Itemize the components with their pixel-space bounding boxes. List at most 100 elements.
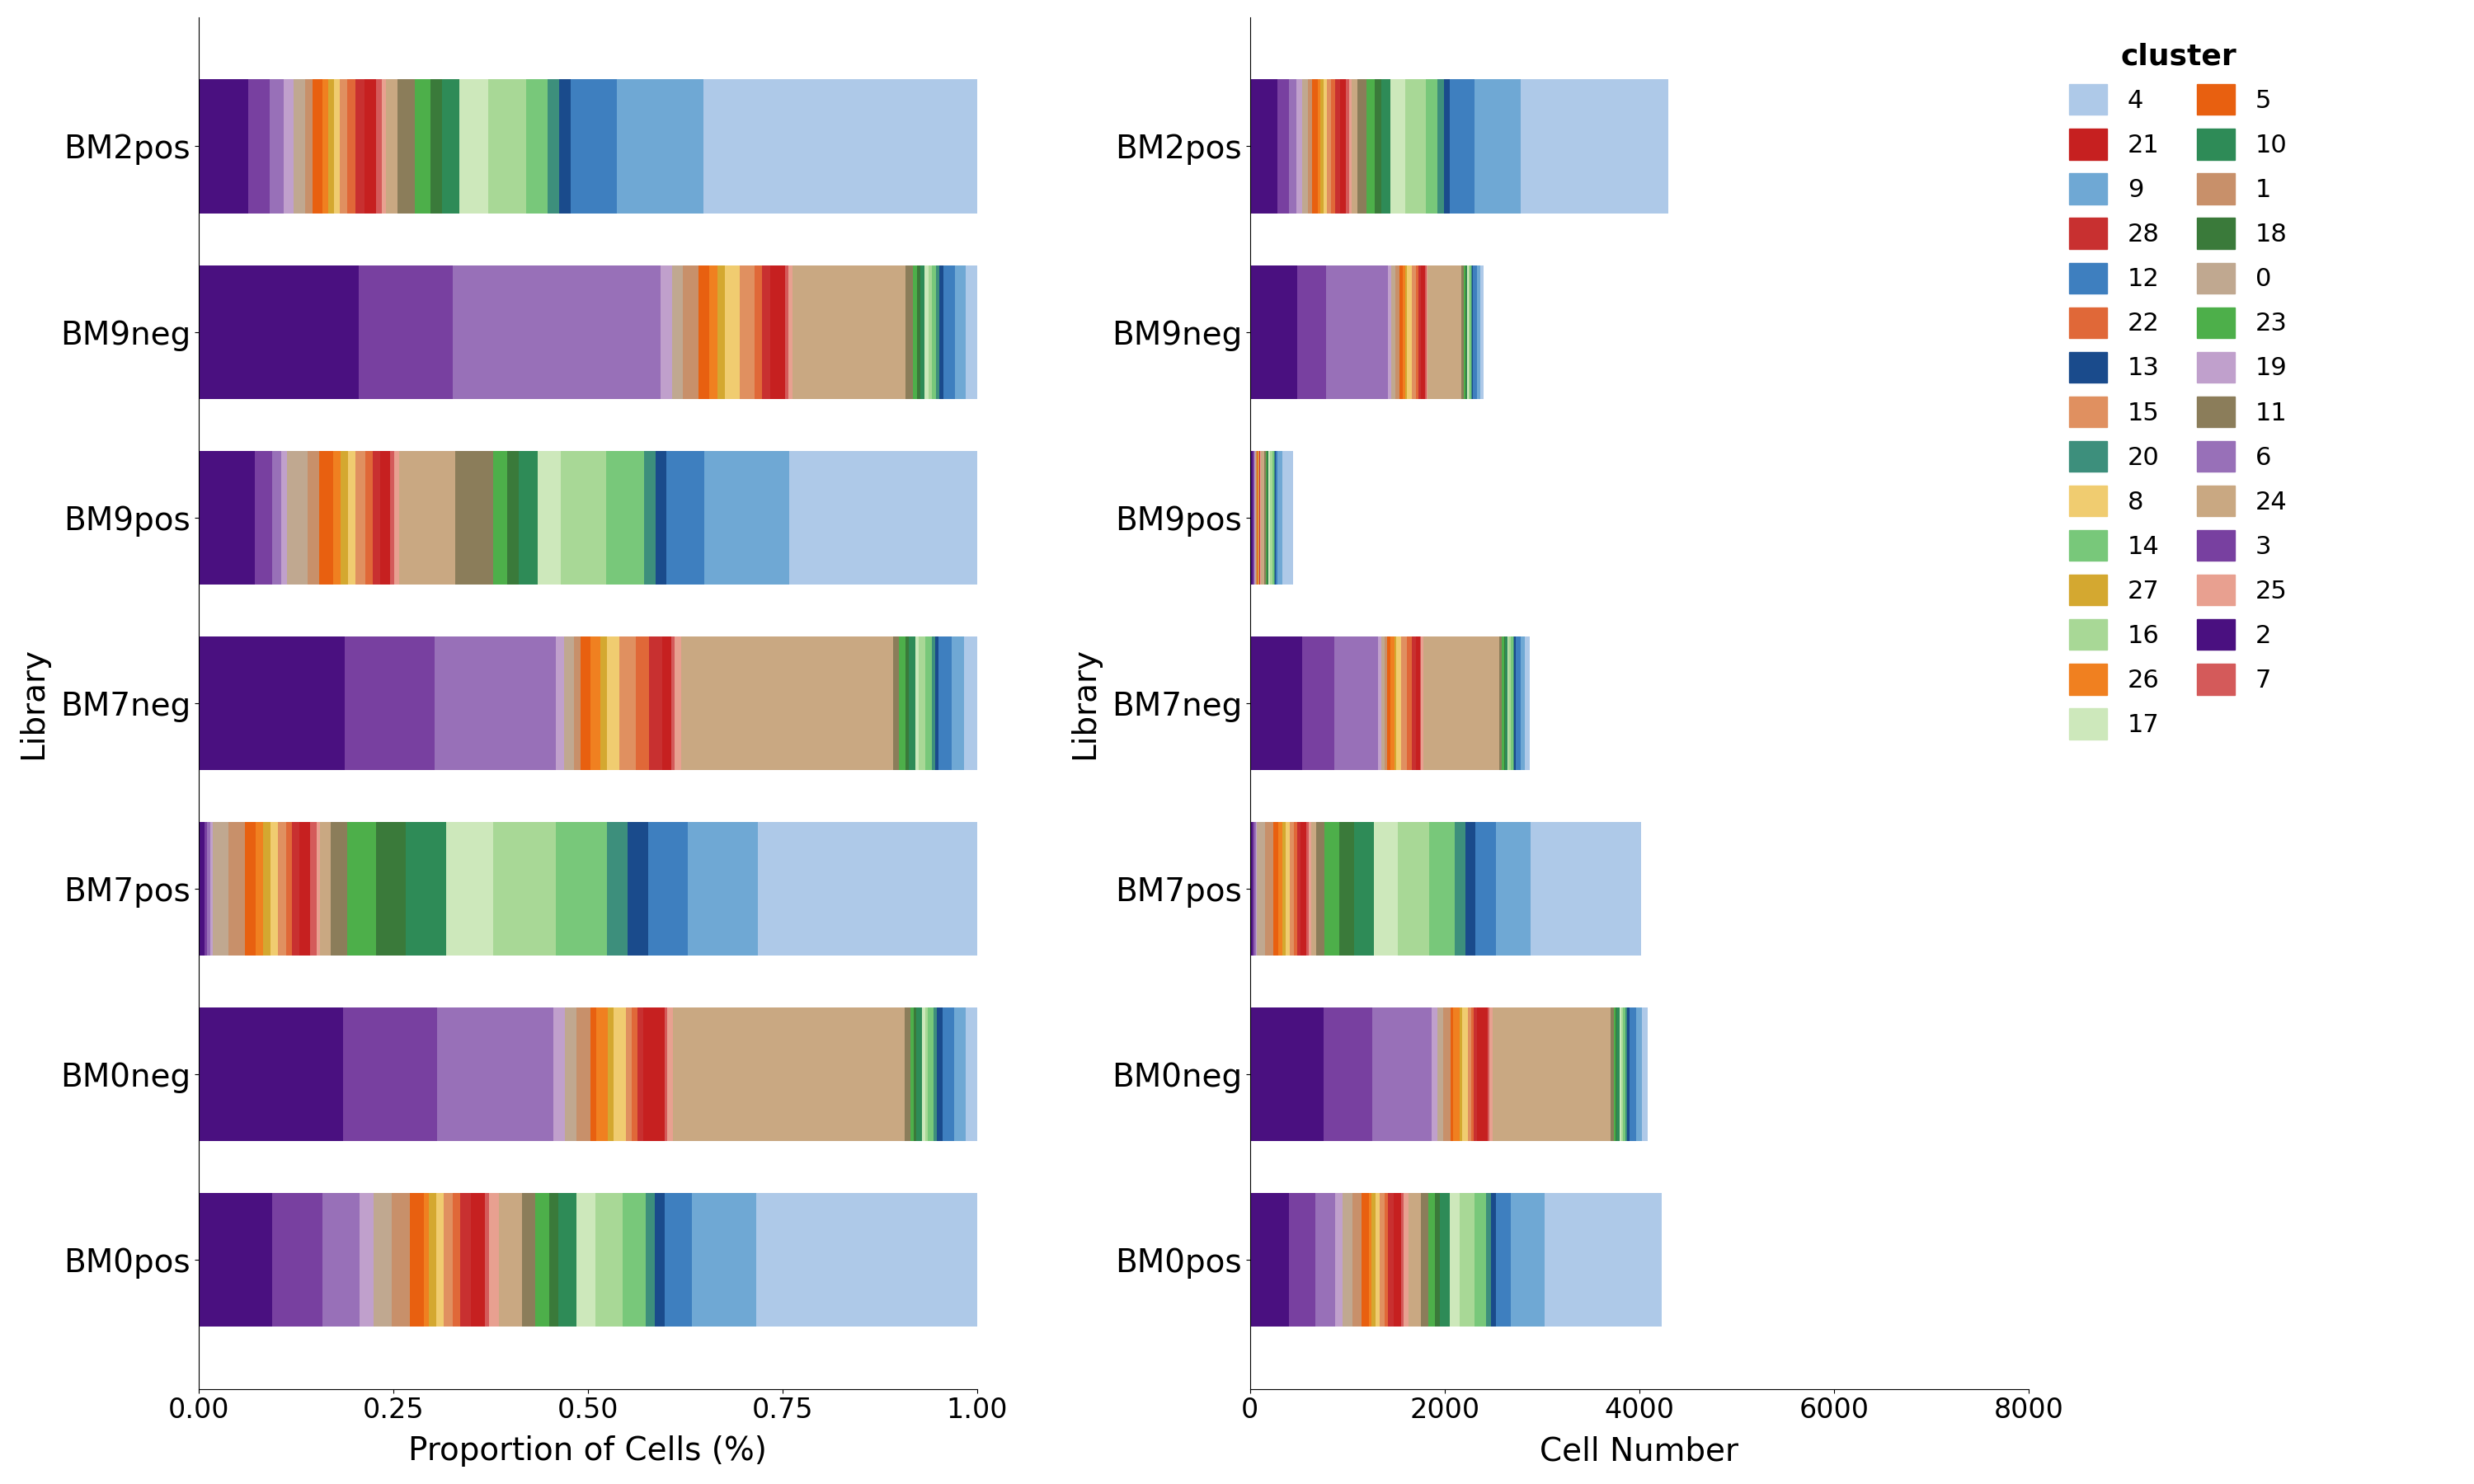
Bar — [1643, 1008, 1648, 1141]
Bar — [1437, 1008, 1442, 1141]
Bar — [616, 80, 703, 214]
Bar — [559, 80, 571, 214]
Bar — [277, 822, 287, 956]
Bar — [1376, 80, 1380, 214]
Bar — [1635, 1008, 1643, 1141]
Bar — [636, 637, 648, 770]
Bar — [757, 822, 977, 956]
Bar — [562, 451, 606, 585]
Bar — [245, 822, 255, 956]
Bar — [1289, 822, 1294, 956]
Bar — [1517, 637, 1522, 770]
Bar — [923, 1008, 925, 1141]
Bar — [500, 1193, 522, 1327]
Bar — [1623, 1008, 1625, 1141]
Bar — [453, 266, 661, 399]
Bar — [1477, 266, 1479, 399]
Bar — [915, 637, 918, 770]
Bar — [294, 80, 304, 214]
Bar — [1249, 80, 1277, 214]
Bar — [270, 80, 285, 214]
Bar — [406, 822, 445, 956]
Bar — [1435, 1193, 1440, 1327]
Bar — [740, 266, 755, 399]
Bar — [920, 266, 925, 399]
Bar — [1385, 1193, 1388, 1327]
Bar — [329, 80, 334, 214]
Bar — [522, 1193, 534, 1327]
Bar — [683, 266, 698, 399]
Bar — [287, 822, 292, 956]
Bar — [366, 451, 374, 585]
Bar — [789, 451, 977, 585]
Bar — [1376, 1193, 1380, 1327]
Bar — [1460, 1193, 1475, 1327]
Bar — [527, 80, 547, 214]
Bar — [364, 80, 376, 214]
Bar — [928, 266, 933, 399]
Bar — [1408, 637, 1413, 770]
Bar — [910, 1008, 913, 1141]
Bar — [1324, 822, 1338, 956]
Bar — [626, 1008, 631, 1141]
Bar — [490, 1193, 500, 1327]
Bar — [1420, 266, 1425, 399]
Bar — [374, 451, 381, 585]
Bar — [1413, 637, 1415, 770]
Bar — [1522, 80, 1667, 214]
Bar — [1452, 1008, 1460, 1141]
Bar — [1296, 266, 1326, 399]
Bar — [1321, 80, 1324, 214]
Bar — [933, 1008, 938, 1141]
Bar — [198, 637, 344, 770]
Bar — [1390, 266, 1395, 399]
Bar — [1415, 637, 1420, 770]
Bar — [198, 266, 359, 399]
Bar — [762, 266, 769, 399]
Bar — [208, 822, 210, 956]
Bar — [1403, 1193, 1408, 1327]
Bar — [698, 266, 710, 399]
Bar — [198, 80, 247, 214]
Bar — [1361, 1193, 1368, 1327]
Bar — [710, 266, 717, 399]
Bar — [663, 637, 670, 770]
Bar — [656, 451, 666, 585]
Bar — [312, 80, 322, 214]
Bar — [428, 1193, 435, 1327]
Bar — [430, 80, 443, 214]
Bar — [1301, 80, 1309, 214]
Bar — [1279, 822, 1282, 956]
Bar — [1343, 1193, 1353, 1327]
Bar — [574, 637, 581, 770]
Bar — [398, 451, 455, 585]
Bar — [198, 1008, 344, 1141]
Bar — [673, 266, 683, 399]
Bar — [198, 451, 255, 585]
Bar — [386, 80, 398, 214]
Bar — [319, 451, 334, 585]
Bar — [322, 80, 329, 214]
Bar — [228, 822, 245, 956]
Bar — [965, 637, 977, 770]
Bar — [1465, 822, 1475, 956]
Bar — [1380, 637, 1385, 770]
Bar — [656, 1193, 666, 1327]
Bar — [435, 1193, 443, 1327]
Bar — [643, 1008, 666, 1141]
Bar — [1472, 266, 1477, 399]
Bar — [1311, 80, 1319, 214]
Bar — [943, 1008, 955, 1141]
Bar — [460, 80, 487, 214]
Bar — [1331, 80, 1336, 214]
Bar — [1336, 1193, 1343, 1327]
Bar — [537, 451, 562, 585]
Bar — [1289, 80, 1296, 214]
Bar — [398, 80, 416, 214]
Bar — [341, 451, 349, 585]
Bar — [1249, 266, 1296, 399]
Bar — [1479, 266, 1484, 399]
Bar — [356, 80, 364, 214]
Bar — [591, 1008, 596, 1141]
Bar — [1341, 80, 1346, 214]
